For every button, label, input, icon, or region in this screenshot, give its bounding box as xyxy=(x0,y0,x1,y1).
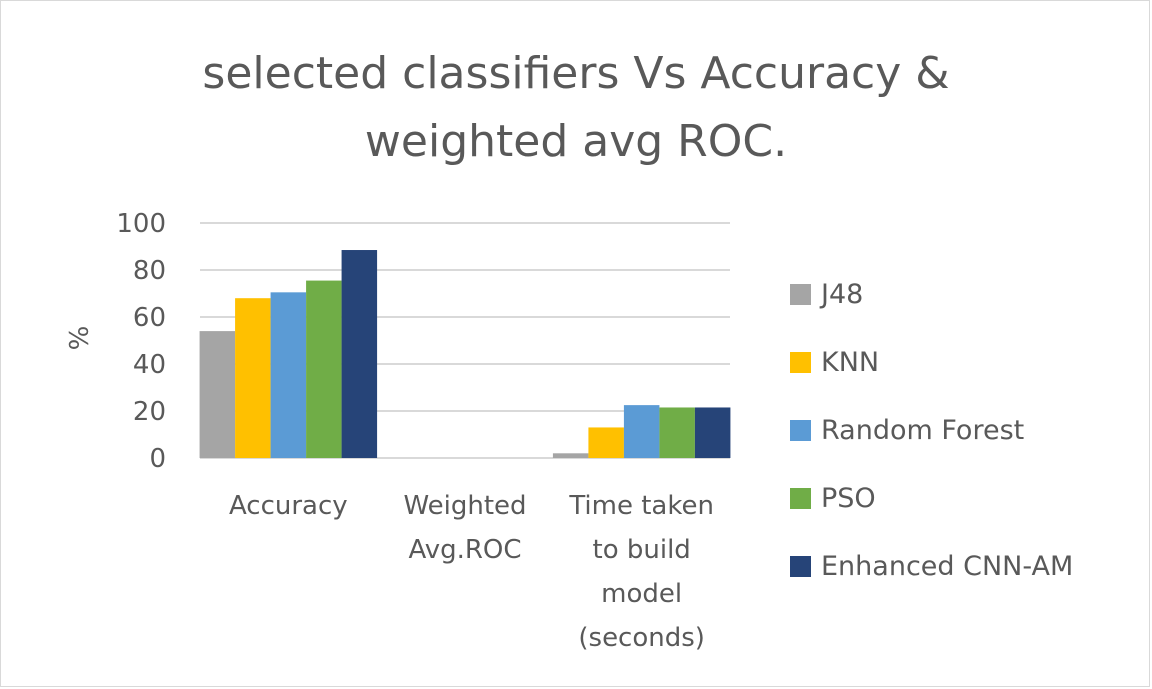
legend-swatch xyxy=(790,283,811,305)
bar-pso xyxy=(306,280,342,458)
legend-item: PSO xyxy=(790,478,876,518)
legend-swatch xyxy=(790,351,811,373)
bar-knn xyxy=(235,298,271,458)
x-category-label: to build xyxy=(593,535,691,565)
x-category-label: (seconds) xyxy=(578,623,705,653)
bar-random-forest xyxy=(623,405,660,458)
legend-swatch xyxy=(790,487,811,509)
x-category-label: model xyxy=(601,579,682,609)
y-tick-label: 60 xyxy=(133,303,166,333)
bar-j48 xyxy=(199,331,236,458)
bars xyxy=(199,250,731,458)
y-tick-label: 100 xyxy=(116,209,166,239)
bar-enhanced-cnn-am xyxy=(694,407,731,458)
x-category-label: Accuracy xyxy=(229,491,348,521)
bar-j48 xyxy=(552,453,589,458)
bar-enhanced-cnn-am xyxy=(341,250,378,458)
bar-knn xyxy=(588,427,624,458)
chart-title-line-2: weighted avg ROC. xyxy=(364,116,788,167)
legend-item: Enhanced CNN-AM xyxy=(790,546,1073,586)
y-axis-ticks: 0 20 40 60 80 100 xyxy=(116,209,166,474)
y-axis-label: % xyxy=(65,326,95,351)
legend-label: PSO xyxy=(821,482,876,514)
legend-item: J48 xyxy=(790,274,863,314)
chart-title-line-1: selected classifiers Vs Accuracy & xyxy=(202,48,950,99)
bar-random-forest xyxy=(270,292,307,458)
legend-label: Random Forest xyxy=(821,414,1025,446)
legend-item: KNN xyxy=(790,342,879,382)
legend-label: Enhanced CNN-AM xyxy=(821,550,1074,582)
category-labels: Accuracy Weighted Avg.ROC Time taken to buil… xyxy=(229,491,714,653)
legend-label: KNN xyxy=(821,346,880,378)
x-category-label: Weighted xyxy=(403,491,526,521)
y-tick-label: 20 xyxy=(133,397,166,427)
y-tick-label: 80 xyxy=(133,256,166,286)
bar-pso xyxy=(659,407,695,458)
x-category-label: Avg.ROC xyxy=(408,535,521,565)
legend-item: Random Forest xyxy=(790,410,1024,450)
legend-swatch xyxy=(790,419,811,441)
y-tick-label: 40 xyxy=(133,350,166,380)
legend-label: J48 xyxy=(821,278,864,310)
legend-swatch xyxy=(790,555,811,577)
x-category-label: Time taken xyxy=(568,491,714,521)
y-tick-label: 0 xyxy=(149,444,166,474)
